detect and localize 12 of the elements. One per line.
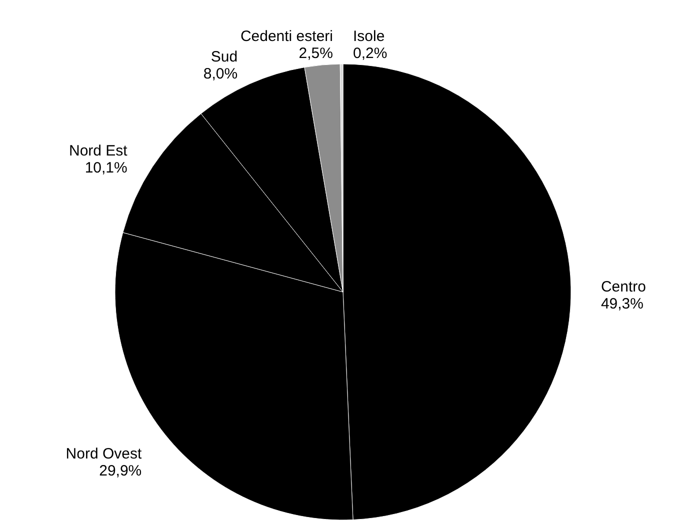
slice-label: Isole bbox=[353, 28, 385, 45]
slice-label: Nord Est bbox=[69, 142, 128, 160]
slice-label: Sud bbox=[210, 48, 238, 66]
slice-label: Centro bbox=[600, 278, 646, 296]
slice-label: Cedenti esteri bbox=[240, 28, 333, 45]
data-label: 8,0% bbox=[203, 66, 238, 83]
data-label: 2,5% bbox=[298, 45, 333, 62]
data-label: 29,9% bbox=[99, 462, 142, 480]
slice-label: Nord Ovest bbox=[66, 445, 142, 462]
data-label: 0,2% bbox=[353, 45, 388, 62]
data-label: 10,1% bbox=[84, 159, 128, 176]
data-label: 49,3% bbox=[600, 295, 644, 312]
